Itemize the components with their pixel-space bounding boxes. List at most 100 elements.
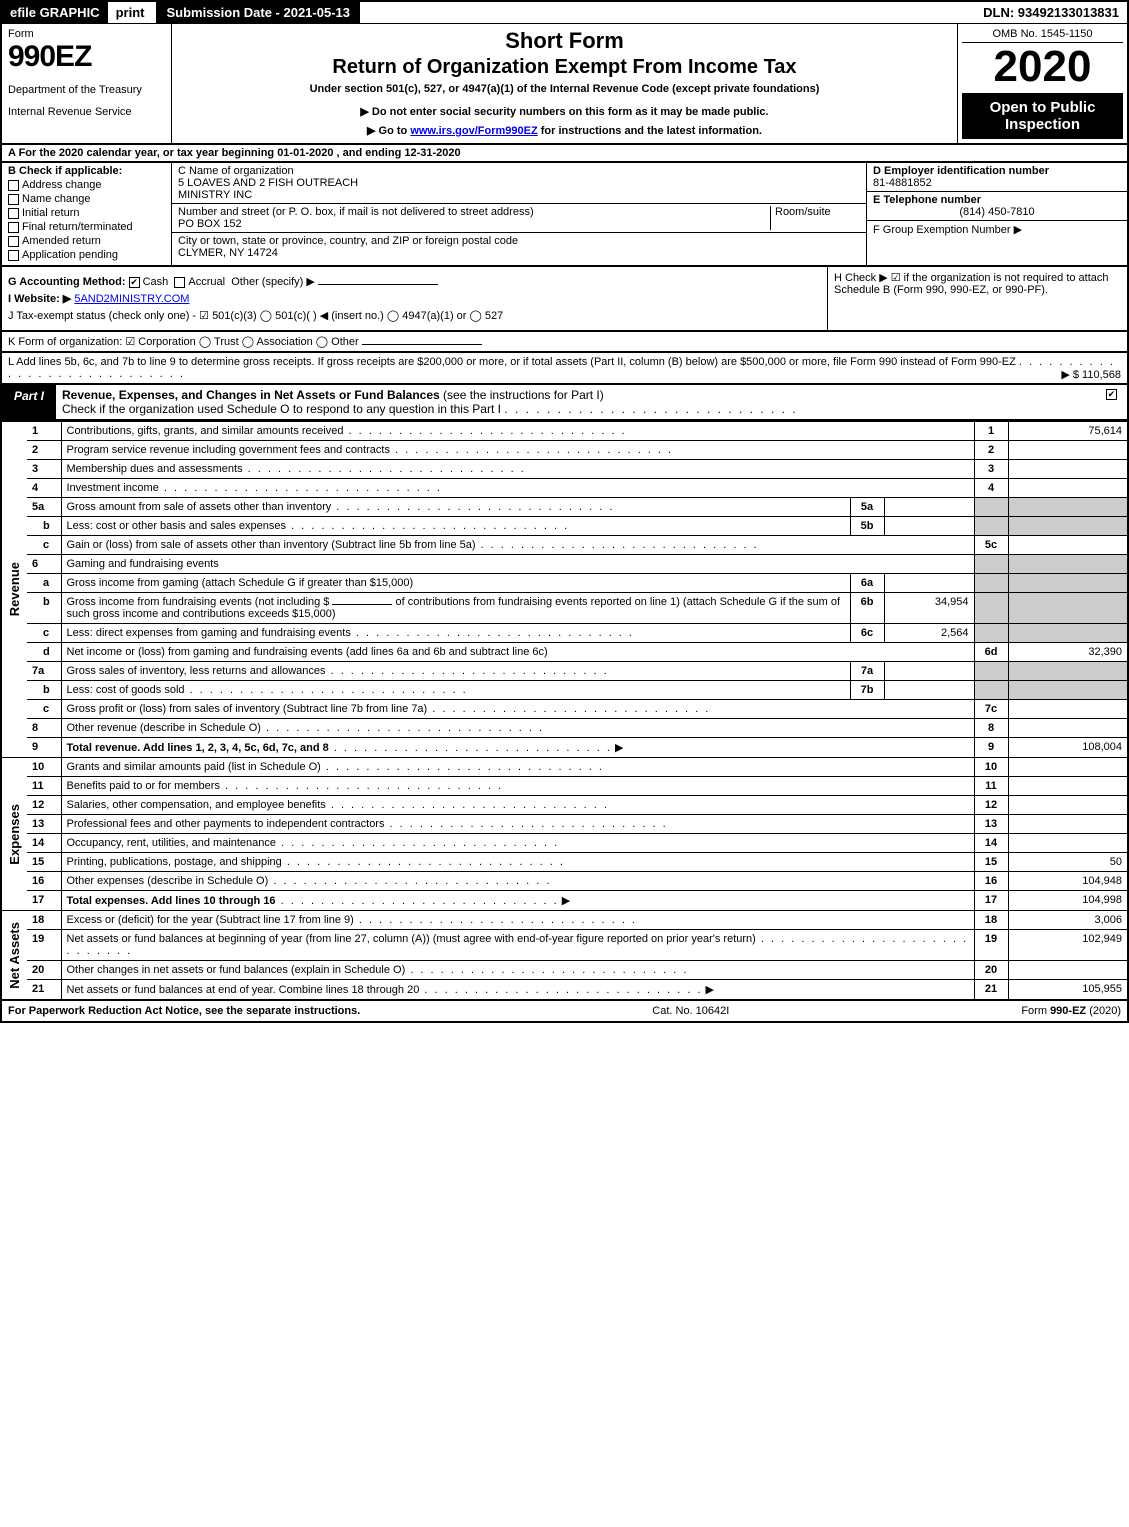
chk-application-pending[interactable]: Application pending	[8, 249, 165, 261]
bn-21: 21	[974, 980, 1008, 1001]
c-label: C Name of organization	[178, 165, 860, 177]
g-label: G Accounting Method:	[8, 276, 126, 288]
form-header: Form 990EZ Department of the Treasury In…	[0, 23, 1129, 145]
row-6c: c Less: direct expenses from gaming and …	[1, 624, 1128, 643]
section-ghij: G Accounting Method: Cash Accrual Other …	[0, 267, 1129, 332]
6b-blank[interactable]	[332, 604, 392, 605]
row-14: 14 Occupancy, rent, utilities, and maint…	[1, 834, 1128, 853]
g-other-input[interactable]	[318, 284, 438, 285]
v-16: 104,948	[1008, 872, 1128, 891]
n-11: 11	[27, 777, 61, 796]
line-a: A For the 2020 calendar year, or tax yea…	[0, 145, 1129, 163]
chk-amended-return[interactable]: Amended return	[8, 235, 165, 247]
side-net-assets: Net Assets	[1, 911, 27, 1001]
v-3	[1008, 460, 1128, 479]
c-val2: MINISTRY INC	[178, 189, 860, 201]
row-5b: b Less: cost or other basis and sales ex…	[1, 517, 1128, 536]
d-14: Occupancy, rent, utilities, and maintena…	[61, 834, 974, 853]
n-5c: c	[27, 536, 61, 555]
goto-pre: ▶ Go to	[367, 125, 410, 137]
v-5c	[1008, 536, 1128, 555]
d-7c: Gross profit or (loss) from sales of inv…	[61, 700, 974, 719]
line-l-amount: ▶ $ 110,568	[1061, 368, 1121, 381]
cell-city: City or town, state or province, country…	[172, 233, 866, 261]
line-g: G Accounting Method: Cash Accrual Other …	[8, 275, 821, 288]
g-other: Other (specify) ▶	[231, 276, 315, 288]
d-15: Printing, publications, postage, and shi…	[61, 853, 974, 872]
line-k-text: K Form of organization: ☑ Corporation ◯ …	[8, 336, 359, 348]
d-21: Net assets or fund balances at end of ye…	[61, 980, 974, 1001]
iv-7b	[884, 681, 974, 700]
header-middle: Short Form Return of Organization Exempt…	[172, 24, 957, 143]
website-link[interactable]: 5AND2MINISTRY.COM	[74, 293, 189, 305]
n-12: 12	[27, 796, 61, 815]
bn-5b-shade	[974, 517, 1008, 536]
n-21: 21	[27, 980, 61, 1001]
d-12: Salaries, other compensation, and employ…	[61, 796, 974, 815]
iv-6c: 2,564	[884, 624, 974, 643]
bn-8: 8	[974, 719, 1008, 738]
open-public: Open to Public Inspection	[962, 93, 1123, 139]
side-revenue-label: Revenue	[7, 562, 22, 616]
bn-15: 15	[974, 853, 1008, 872]
n-15: 15	[27, 853, 61, 872]
row-19: 19 Net assets or fund balances at beginn…	[1, 930, 1128, 961]
line-k: K Form of organization: ☑ Corporation ◯ …	[0, 332, 1129, 353]
tax-year: 2020	[962, 45, 1123, 89]
n-6c: c	[27, 624, 61, 643]
chk-address-change[interactable]: Address change	[8, 179, 165, 191]
v-6c-shade	[1008, 624, 1128, 643]
row-5c: c Gain or (loss) from sale of assets oth…	[1, 536, 1128, 555]
n-7c: c	[27, 700, 61, 719]
line-l-text: L Add lines 5b, 6c, and 7b to line 9 to …	[8, 356, 1016, 368]
goto-link[interactable]: www.irs.gov/Form990EZ	[410, 125, 537, 137]
row-15: 15 Printing, publications, postage, and …	[1, 853, 1128, 872]
chk-cash[interactable]	[129, 277, 140, 288]
line-j: J Tax-exempt status (check only one) - ☑…	[8, 309, 821, 322]
d-2: Program service revenue including govern…	[61, 441, 974, 460]
chk-final-return[interactable]: Final return/terminated	[8, 221, 165, 233]
v-5b-shade	[1008, 517, 1128, 536]
row-6b: b Gross income from fundraising events (…	[1, 593, 1128, 624]
row-12: 12 Salaries, other compensation, and emp…	[1, 796, 1128, 815]
d-5c: Gain or (loss) from sale of assets other…	[61, 536, 974, 555]
chk-initial-return[interactable]: Initial return	[8, 207, 165, 219]
part1-checkbox[interactable]	[1099, 385, 1127, 419]
f-label: F Group Exemption Number ▶	[873, 223, 1121, 236]
omb-number: OMB No. 1545-1150	[962, 28, 1123, 43]
d-8: Other revenue (describe in Schedule O)	[61, 719, 974, 738]
row-1: Revenue 1 Contributions, gifts, grants, …	[1, 422, 1128, 441]
iv-6b: 34,954	[884, 593, 974, 624]
dots	[504, 402, 797, 416]
line-l: L Add lines 5b, 6c, and 7b to line 9 to …	[0, 353, 1129, 385]
v-18: 3,006	[1008, 911, 1128, 930]
e-val: (814) 450-7810	[873, 206, 1121, 218]
v-11	[1008, 777, 1128, 796]
v-7c	[1008, 700, 1128, 719]
chk-name-change[interactable]: Name change	[8, 193, 165, 205]
v-6a-shade	[1008, 574, 1128, 593]
city-label: City or town, state or province, country…	[178, 235, 860, 247]
n-5a: 5a	[27, 498, 61, 517]
col-b: B Check if applicable: Address change Na…	[2, 163, 172, 265]
bn-7b-shade	[974, 681, 1008, 700]
row-17: 17 Total expenses. Add lines 10 through …	[1, 891, 1128, 911]
k-other-input[interactable]	[362, 344, 482, 345]
n-9: 9	[27, 738, 61, 758]
v-14	[1008, 834, 1128, 853]
short-form-title: Short Form	[180, 28, 949, 54]
n-17: 17	[27, 891, 61, 911]
part1-tab: Part I	[2, 385, 56, 419]
row-6d: d Net income or (loss) from gaming and f…	[1, 643, 1128, 662]
chk-accrual[interactable]	[174, 277, 185, 288]
iv-5b	[884, 517, 974, 536]
print-button[interactable]: print	[108, 2, 153, 23]
footer: For Paperwork Reduction Act Notice, see …	[0, 1001, 1129, 1023]
v-1: 75,614	[1008, 422, 1128, 441]
row-5a: 5a Gross amount from sale of assets othe…	[1, 498, 1128, 517]
efile-button[interactable]: efile GRAPHIC	[2, 2, 108, 23]
side-expenses-label: Expenses	[7, 804, 22, 865]
v-19: 102,949	[1008, 930, 1128, 961]
iv-5a	[884, 498, 974, 517]
n-8: 8	[27, 719, 61, 738]
